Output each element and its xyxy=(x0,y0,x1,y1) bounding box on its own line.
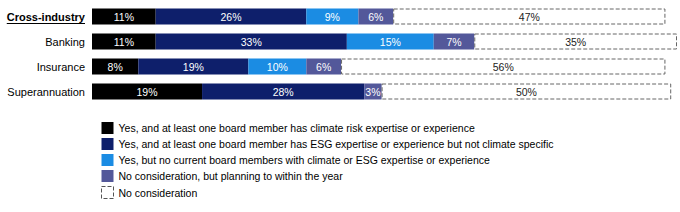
svg-text:15%: 15% xyxy=(380,36,401,48)
svg-text:8%: 8% xyxy=(108,61,123,73)
svg-text:6%: 6% xyxy=(368,11,383,23)
svg-text:28%: 28% xyxy=(273,86,294,98)
svg-text:56%: 56% xyxy=(493,61,514,73)
svg-text:10%: 10% xyxy=(267,61,288,73)
svg-text:6%: 6% xyxy=(316,61,331,73)
svg-text:Banking: Banking xyxy=(45,36,85,48)
svg-text:3%: 3% xyxy=(365,86,380,98)
svg-text:7%: 7% xyxy=(446,36,461,48)
svg-text:No consideration: No consideration xyxy=(119,187,198,199)
svg-text:19%: 19% xyxy=(137,86,158,98)
svg-text:11%: 11% xyxy=(114,36,134,48)
svg-text:19%: 19% xyxy=(183,61,204,73)
svg-text:50%: 50% xyxy=(516,86,537,98)
svg-text:Insurance: Insurance xyxy=(37,61,85,73)
svg-text:47%: 47% xyxy=(519,11,540,23)
svg-text:9%: 9% xyxy=(325,11,340,23)
svg-text:33%: 33% xyxy=(241,36,262,48)
svg-text:26%: 26% xyxy=(221,11,242,23)
svg-text:Yes, but no current board memb: Yes, but no current board members with c… xyxy=(119,154,491,166)
svg-text:35%: 35% xyxy=(565,36,586,48)
svg-text:No consideration, but planning: No consideration, but planning to within… xyxy=(119,170,344,182)
svg-text:Yes, and at least one board me: Yes, and at least one board member has c… xyxy=(119,122,475,134)
svg-text:11%: 11% xyxy=(114,11,134,23)
svg-text:Yes, and at least one board me: Yes, and at least one board member has E… xyxy=(119,138,554,150)
svg-text:Superannuation: Superannuation xyxy=(7,86,85,98)
svg-text:Cross-industry: Cross-industry xyxy=(7,11,86,23)
